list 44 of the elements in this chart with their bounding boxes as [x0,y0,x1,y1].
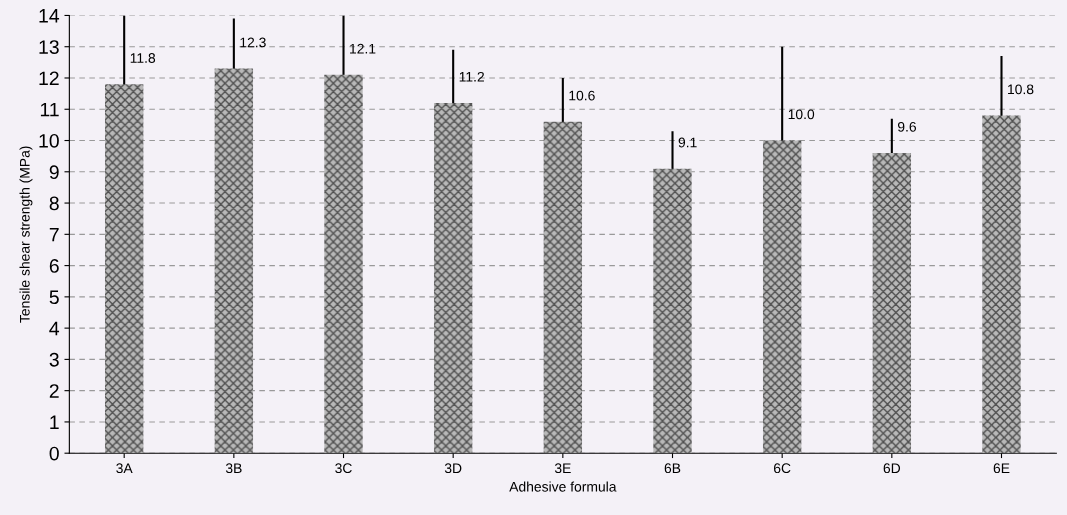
bar [105,84,144,454]
y-tick-label: 1 [50,415,59,429]
data-label: 10.6 [569,90,595,101]
x-tick-label: 3D [444,463,462,474]
y-tick-label: 10 [39,133,59,148]
y-tick-label: 3 [49,352,59,367]
x-tick-label: 3A [116,463,133,474]
bar [324,74,363,454]
data-label: 9.6 [897,121,917,132]
data-label: 12.1 [350,43,376,54]
y-tick-label: 13 [39,40,59,54]
y-tick-label: 7 [49,227,59,242]
data-label: 10.0 [788,109,815,120]
bar [433,103,473,454]
y-tick-label: 0 [49,446,59,461]
bar [214,68,254,454]
data-label: 10.8 [1008,84,1034,95]
data-label: 9.1 [678,137,697,148]
y-tick-label: 5 [49,290,59,305]
y-tick-label: 9 [49,165,59,180]
y-axis-title: Tensile shear strength (MPa) [19,146,33,323]
y-tick-label: 14 [39,9,60,23]
x-tick-label: 6C [774,463,791,474]
x-tick-label: 6D [883,463,901,474]
y-tick-label: 4 [49,321,60,336]
x-tick-label: 3E [554,463,571,474]
y-tick-label: 6 [49,259,59,273]
bar [982,115,1021,454]
x-tick-label: 3C [335,463,352,474]
x-axis-title: Adhesive formula [509,481,617,492]
y-tick-label: 2 [49,384,59,398]
bar [872,153,912,454]
bar [653,168,692,454]
data-label: 12.3 [240,37,266,48]
y-tick-label: 11 [40,102,59,117]
data-label: 11.2 [459,71,484,82]
bar [543,121,583,454]
y-tick-label: 12 [39,71,59,86]
data-label: 11.8 [130,53,156,63]
x-tick-label: 6E [993,463,1010,474]
x-tick-label: 6B [664,463,681,474]
bar [762,140,802,454]
x-tick-label: 3B [225,463,242,474]
y-tick-label: 8 [49,196,59,211]
